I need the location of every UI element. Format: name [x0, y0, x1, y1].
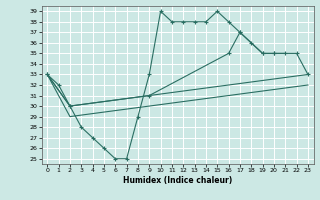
X-axis label: Humidex (Indice chaleur): Humidex (Indice chaleur)	[123, 176, 232, 185]
